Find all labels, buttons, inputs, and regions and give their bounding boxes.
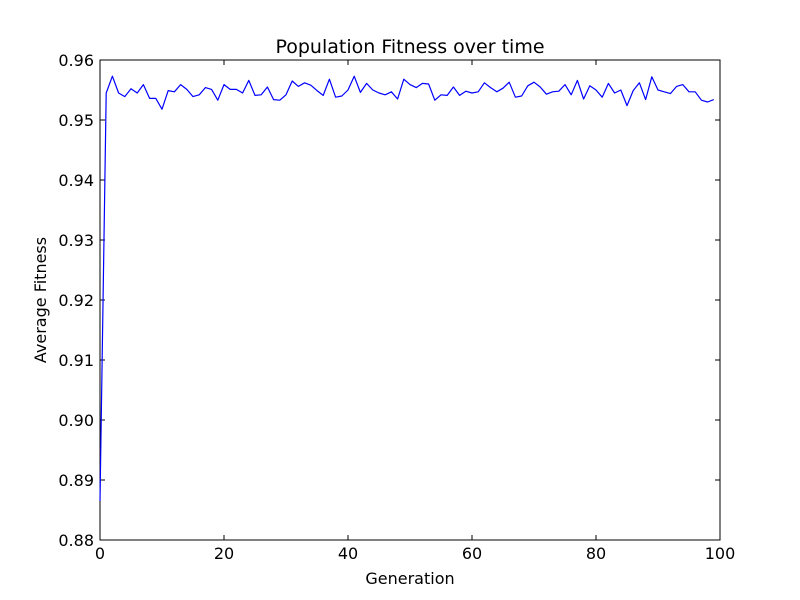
x-tick-label: 100 (705, 544, 736, 563)
x-axis: 0 20 40 60 80 100 (95, 60, 735, 563)
plot-frame (99, 59, 721, 541)
x-tick-label: 60 (462, 544, 482, 563)
y-tick-label: 0.89 (58, 471, 94, 490)
series-line-0 (99, 75, 715, 502)
y-tick-label: 0.90 (58, 411, 94, 430)
y-tick-label: 0.93 (58, 231, 94, 250)
x-tick-label: 80 (586, 544, 606, 563)
y-tick-label: 0.94 (58, 171, 94, 190)
series-layer (99, 75, 715, 502)
y-tick-label: 0.91 (58, 351, 94, 370)
y-tick-label: 0.92 (58, 291, 94, 310)
x-tick-label: 40 (338, 544, 358, 563)
y-tick-label: 0.96 (58, 51, 94, 70)
y-tick-label: 0.95 (58, 111, 94, 130)
y-tick-label: 0.88 (58, 531, 94, 550)
y-axis: 0.88 0.89 0.90 0.91 0.92 0.93 0.94 0.95 0.96 (58, 51, 720, 550)
plot-border (99, 59, 721, 541)
x-tick-label: 20 (214, 544, 234, 563)
x-axis-title: Generation (365, 569, 454, 588)
y-axis-title: Average Fitness (31, 237, 50, 363)
chart-title: Population Fitness over time (275, 36, 544, 58)
x-tick-label: 0 (95, 544, 105, 563)
